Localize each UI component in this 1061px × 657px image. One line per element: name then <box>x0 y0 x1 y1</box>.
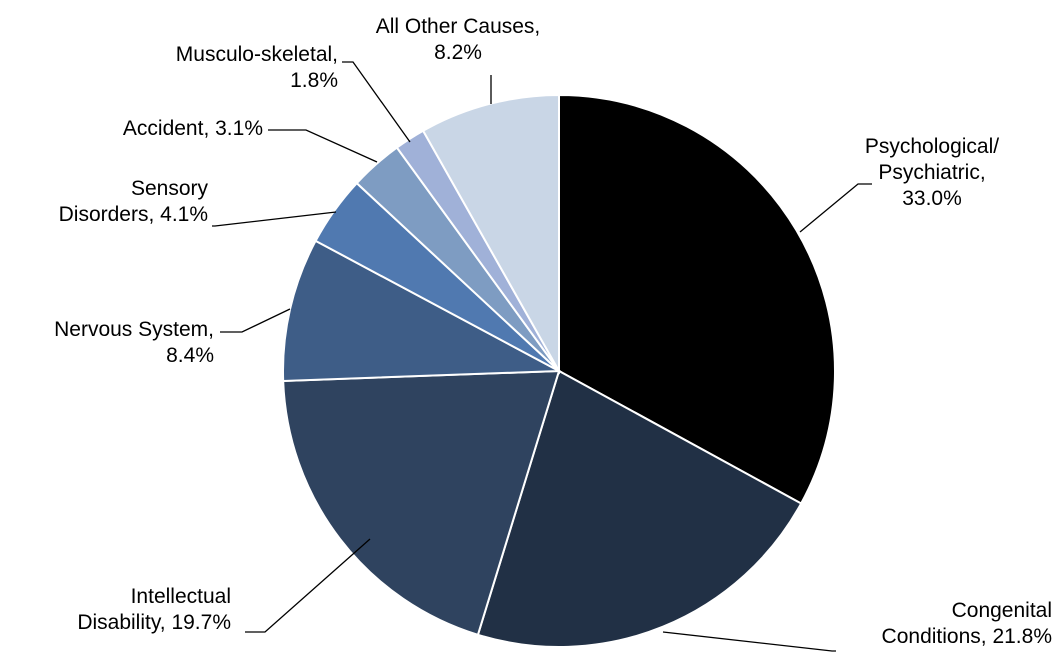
leader-line-2 <box>245 538 371 633</box>
slice-label-6-line-0: Musculo-skeletal, <box>176 43 338 66</box>
leader-line-5 <box>268 129 378 163</box>
slice-label-2-line-0: Intellectual <box>131 585 231 608</box>
leader-line-4 <box>212 211 337 227</box>
leader-line-6 <box>342 61 411 143</box>
pie-slice-3 <box>282 239 563 382</box>
pie-slices <box>282 93 836 648</box>
slice-label-2-line-1: Disability, 19.7% <box>77 611 231 634</box>
slice-label-3-line-1: 8.4% <box>166 344 214 367</box>
leader-line-0 <box>799 183 872 233</box>
slice-label-1-line-1: Conditions, 21.8% <box>882 625 1052 648</box>
slice-label-0-line-1: Psychiatric, <box>878 161 985 184</box>
slice-label-7: All Other Causes, 8.2% <box>376 15 541 64</box>
slice-label-5: Accident, 3.1% <box>123 117 263 140</box>
slice-label-1-line-0: Congenital <box>952 599 1052 622</box>
slice-label-3-line-0: Nervous System, <box>54 318 214 341</box>
leader-lines <box>212 61 872 652</box>
pie-slice-0 <box>558 93 836 505</box>
slice-label-7-line-0: All Other Causes, <box>376 15 541 38</box>
slice-label-6: Musculo-skeletal, 1.8% <box>176 43 338 92</box>
slice-label-4-line-1: Disorders, 4.1% <box>59 203 208 226</box>
slice-label-5-line-0: Accident, 3.1% <box>123 117 263 140</box>
slice-label-2: Intellectual Disability, 19.7% <box>77 585 231 634</box>
pie-slice-2 <box>282 369 561 637</box>
slice-label-7-line-1: 8.2% <box>434 41 482 64</box>
pie-slice-7 <box>421 93 560 375</box>
slice-labels: Psychological/Psychiatric, 33.0% Congenita… <box>54 15 1052 648</box>
slice-label-3: Nervous System, 8.4% <box>54 318 214 367</box>
slice-label-1: Congenital Conditions, 21.8% <box>882 599 1052 648</box>
slice-label-0: Psychological/Psychiatric, 33.0% <box>865 135 999 210</box>
slice-label-6-line-1: 1.8% <box>290 69 338 92</box>
leader-line-3 <box>220 308 291 333</box>
slice-label-0-line-2: 33.0% <box>902 187 962 210</box>
slice-label-4: Sensory Disorders, 4.1% <box>59 177 209 226</box>
slice-label-0-line-0: Psychological/ <box>865 135 999 158</box>
pie-slice-1 <box>476 369 803 648</box>
leader-line-1 <box>662 631 836 652</box>
slice-label-4-line-0: Sensory <box>131 177 209 200</box>
